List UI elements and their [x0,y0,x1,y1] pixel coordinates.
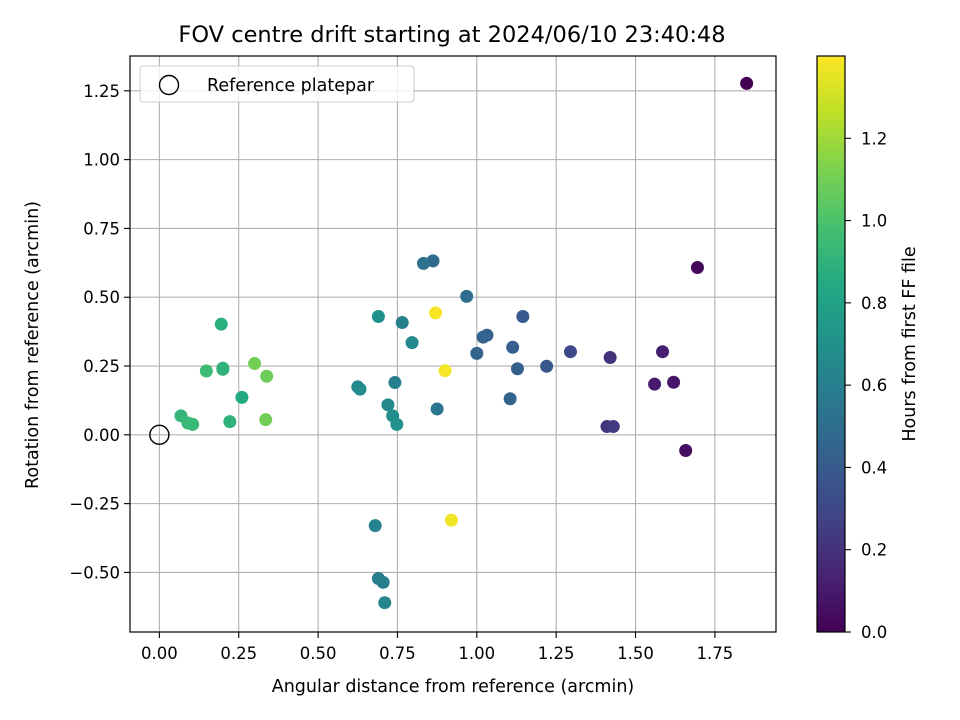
scatter-point [476,330,490,344]
colorbar-tick-label: 0.2 [861,541,887,560]
scatter-point [395,316,409,330]
colorbar-tick-label: 0.8 [861,294,887,313]
scatter-point [368,519,382,533]
legend-label-reference: Reference platepar [207,76,375,96]
colorbar: 0.0 0.2 0.4 0.6 0.8 1.0 1.2 Hours from first F… [816,55,920,642]
y-tick-label: 0.50 [83,288,120,307]
colorbar-tick-label: 1.2 [861,129,887,148]
scatter-point [470,346,484,360]
y-tick-label: 0.25 [83,357,120,376]
plot-area [129,55,777,633]
scatter-point [506,340,520,354]
legend-box [139,65,415,103]
scatter-point [235,390,249,404]
scatter-point [540,359,554,373]
scatter-point [430,402,444,416]
scatter-point [667,375,681,389]
scatter-point [388,376,402,390]
scatter-point [444,513,458,527]
legend-marker-reference [158,74,180,96]
scatter-point [606,420,620,434]
scatter-point [390,417,404,431]
scatter-point [248,357,262,371]
colorbar-tick-label: 0.6 [861,376,887,395]
scatter-points [149,76,754,610]
colorbar-tick-label: 1.0 [861,212,887,231]
scatter-point [405,336,419,350]
colorbar-tick-label: 0.0 [861,623,887,642]
colorbar-gradient [816,55,846,633]
y-tick-label: 0.00 [83,426,120,445]
colorbar-tick-label: 0.4 [861,458,887,477]
x-tick-label: 0.00 [141,644,178,663]
y-axis-label: Rotation from reference (arcmin) [23,201,43,489]
scatter-point [510,362,524,376]
x-axis-ticks: 0.00 0.25 0.50 0.75 1.00 1.25 1.50 1.75 [141,632,733,663]
x-tick-label: 1.25 [538,644,575,663]
x-tick-label: 1.00 [458,644,495,663]
x-tick-label: 1.50 [617,644,654,663]
scatter-point [371,309,385,323]
scatter-point [216,362,230,376]
colorbar-ticks: 0.0 0.2 0.4 0.6 0.8 1.0 1.2 [845,129,887,642]
y-tick-label: 0.75 [83,219,120,238]
x-axis-label: Angular distance from reference (arcmin) [272,677,635,697]
scatter-point [516,309,530,323]
scatter-point [199,364,213,378]
scatter-point [378,596,392,610]
scatter-point [429,306,443,320]
x-tick-label: 0.50 [300,644,337,663]
scatter-point [690,260,704,274]
scatter-point [186,417,200,431]
scatter-point [438,364,452,378]
axes-frame [129,55,777,633]
scatter-point [603,350,617,364]
y-tick-label: 1.25 [83,82,120,101]
colorbar-label: Hours from first FF file [900,246,920,441]
legend: Reference platepar [139,65,415,103]
scatter-point [260,369,274,383]
x-tick-label: 1.75 [697,644,734,663]
reference-point-marker [149,424,170,446]
scatter-point [381,398,395,412]
scatter-point [259,413,273,427]
scatter-point [679,444,693,458]
grid [130,56,776,632]
scatter-point [416,256,430,270]
x-tick-label: 0.25 [220,644,257,663]
scatter-point [214,317,228,331]
chart-title: FOV centre drift starting at 2024/06/10 … [178,22,725,48]
y-tick-label: 1.00 [83,151,120,170]
scatter-point [740,76,754,90]
scatter-point [656,345,670,359]
scatter-point [460,289,474,303]
scatter-point [223,415,237,429]
scatter-point [353,382,367,396]
y-tick-label: −0.25 [69,495,120,514]
scatter-point [648,377,662,391]
scatter-point [503,392,517,406]
scatter-point [376,575,390,589]
y-axis-ticks: −0.50 −0.25 0.00 0.25 0.50 0.75 1.00 1.25 [69,82,130,582]
x-tick-label: 0.75 [379,644,416,663]
scatter-point [563,345,577,359]
y-tick-label: −0.50 [69,563,120,582]
